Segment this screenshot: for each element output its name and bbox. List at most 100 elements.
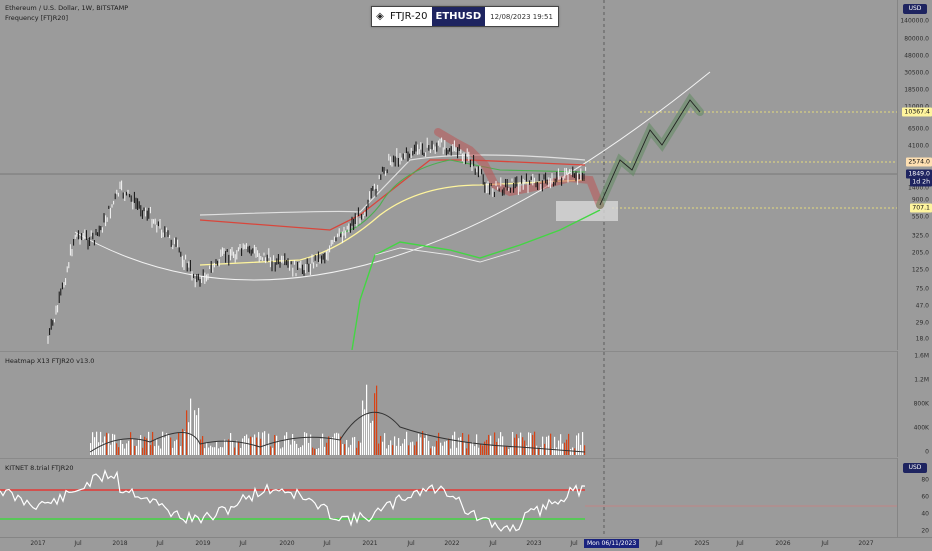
volume-bar — [90, 443, 92, 455]
volume-bar — [206, 442, 208, 455]
volume-bar — [384, 433, 386, 455]
volume-bar — [312, 447, 314, 455]
volume-bar — [318, 448, 320, 455]
volume-bar — [484, 441, 486, 455]
green-ma-line[interactable] — [339, 159, 586, 234]
volume-bar — [272, 447, 274, 455]
volume-bar — [316, 448, 318, 455]
volume-bar — [254, 434, 256, 455]
volume-bar — [136, 445, 138, 455]
volume-bar — [370, 422, 372, 455]
volume-bar — [506, 445, 508, 455]
volume-bar — [280, 448, 282, 455]
heatmap-pane[interactable]: Heatmap X13 FTJR20 v13.0 — [0, 351, 898, 458]
time-axis[interactable]: 2017 Jul 2018 Jul 2019 Jul 2020 Jul 2021 Jul 2022 J… — [0, 537, 932, 551]
lower-green-line[interactable] — [351, 209, 601, 350]
volume-bar — [482, 445, 484, 455]
volume-bar — [578, 433, 580, 455]
time-tick: Jul — [489, 540, 497, 547]
volume-average-line — [89, 411, 586, 453]
kitnet-svg[interactable] — [0, 459, 898, 538]
symbol-badge[interactable]: ◈ FTJR-20 ETHUSD 12/08/2023 19:51 — [371, 6, 559, 27]
price-axis[interactable]: USD 140000.0 80000.0 48000.0 30500.0 18500.0… — [897, 0, 932, 350]
volume-bar — [352, 437, 354, 455]
price-tick: 4100.0 — [908, 142, 929, 150]
volume-bar — [522, 437, 524, 455]
price-tick: 48000.0 — [904, 52, 929, 60]
candles-group[interactable] — [47, 137, 587, 344]
kitnet-currency-button[interactable]: USD — [903, 463, 927, 473]
volume-bar — [432, 446, 434, 455]
volume-bar — [462, 433, 464, 455]
volume-bar — [162, 431, 164, 455]
volume-bar — [540, 447, 542, 455]
support-zone-box[interactable] — [556, 201, 618, 221]
volume-bar — [386, 448, 388, 455]
log-curve[interactable] — [74, 71, 711, 281]
projection-red-band[interactable] — [434, 128, 604, 209]
heatmap-axis[interactable]: 1.6M 1.2M 800K 400K 0 — [897, 351, 932, 457]
currency-button[interactable]: USD — [903, 4, 927, 14]
time-tick: Jul — [407, 540, 415, 547]
heatmap-tick: 0 — [925, 448, 929, 456]
volume-bar — [314, 448, 316, 455]
volume-bar — [364, 409, 366, 455]
volume-bar — [358, 441, 360, 455]
volume-bar — [350, 444, 352, 455]
price-tick: 18.0 — [915, 335, 929, 343]
volume-bar — [436, 440, 438, 455]
volume-bar — [202, 436, 204, 455]
price-tick: 1400.0 — [908, 184, 929, 192]
volume-bar — [122, 443, 124, 455]
volume-bar — [158, 445, 160, 455]
projection-path[interactable] — [599, 99, 701, 206]
volume-bar — [478, 447, 480, 455]
volume-bar — [216, 441, 218, 455]
volume-bar — [274, 434, 276, 455]
projection-green-band[interactable] — [596, 93, 704, 209]
volume-bar — [504, 446, 506, 455]
volume-bar — [112, 433, 114, 455]
volume-bar — [536, 445, 538, 455]
volume-bar — [378, 443, 380, 455]
volume-bar — [422, 431, 424, 455]
volume-bar — [146, 438, 148, 455]
volume-bar — [212, 447, 214, 455]
volume-bar — [144, 436, 146, 455]
volume-bar — [286, 432, 288, 455]
price-tick: 140000.0 — [900, 17, 929, 25]
volume-bar — [276, 435, 278, 455]
volume-bar — [496, 441, 498, 455]
volume-bar — [236, 440, 238, 455]
volume-bar — [338, 433, 340, 455]
volume-bar — [132, 438, 134, 455]
volume-bar — [156, 439, 158, 455]
volume-bar — [248, 438, 250, 455]
volume-bar — [108, 433, 110, 455]
volume-bar — [472, 441, 474, 455]
yellow-ma-line[interactable] — [199, 179, 586, 266]
volume-bar — [434, 446, 436, 455]
volume-bar — [242, 438, 244, 455]
price-pane[interactable]: Ethereum / U.S. Dollar, 1W, BITSTAMP Fre… — [0, 0, 898, 350]
volume-bar — [320, 438, 322, 455]
kitnet-pane[interactable]: KITNET 8.trial FTJR20 — [0, 458, 898, 538]
upper-band-line[interactable] — [199, 154, 586, 216]
lower-white-line[interactable] — [374, 247, 521, 263]
kitnet-axis[interactable]: USD 80 60 40 20 — [897, 458, 932, 537]
price-tick: 80000.0 — [904, 35, 929, 43]
volume-bar — [174, 441, 176, 455]
price-chart-svg[interactable] — [0, 0, 898, 350]
volume-bar — [138, 438, 140, 455]
target-price-label: 10367.4 — [902, 107, 932, 117]
volume-bar — [556, 447, 558, 455]
volume-bar — [554, 436, 556, 455]
heatmap-svg[interactable] — [0, 352, 898, 458]
red-ma-line[interactable] — [199, 159, 586, 231]
price-tick: 550.0 — [911, 213, 929, 221]
volume-bar — [128, 440, 130, 455]
volume-bar — [560, 434, 562, 455]
volume-bar — [564, 442, 566, 455]
volume-bar — [300, 446, 302, 455]
current-price-label: 1849.0 — [906, 169, 932, 179]
